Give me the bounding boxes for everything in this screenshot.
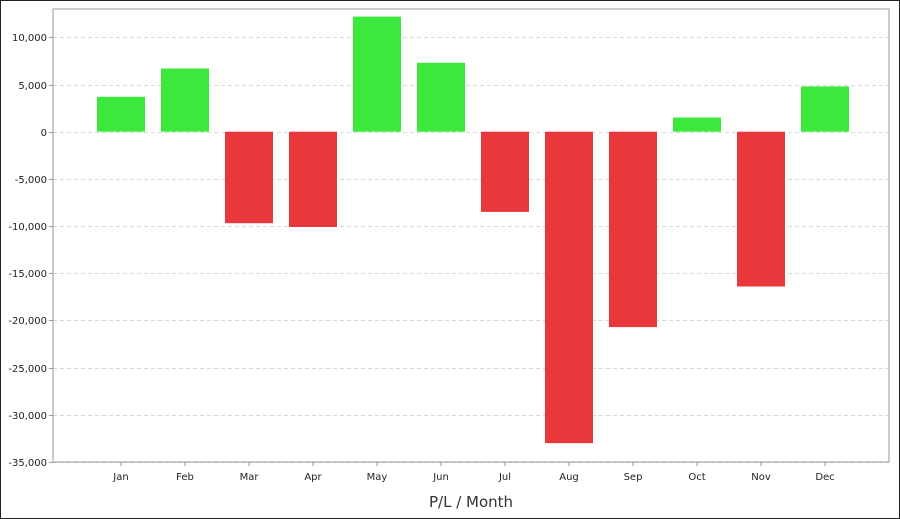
x-tick-label: Sep	[624, 472, 643, 483]
bar-may	[353, 16, 401, 132]
y-tick-label: -20,000	[8, 316, 47, 327]
x-tick-label: Jul	[498, 472, 511, 483]
x-axis-labels: Jan Feb Mar Apr May Jun Jul Aug Sep Oct Nov Dec	[112, 462, 835, 483]
y-tick-label: -10,000	[8, 222, 47, 233]
bar-feb	[161, 68, 209, 132]
bar-dec	[801, 86, 849, 132]
bar-jul	[481, 131, 529, 212]
bar-oct	[673, 117, 721, 132]
bar-jan	[97, 96, 145, 132]
y-tick-label: 10,000	[12, 33, 47, 44]
y-tick-label: -35,000	[8, 458, 47, 469]
bar-nov	[737, 131, 785, 287]
x-tick-label: Apr	[304, 472, 322, 483]
bar-jun	[417, 62, 465, 132]
bar-sep	[609, 131, 657, 328]
x-tick-label: May	[367, 472, 388, 483]
x-tick-label: Oct	[688, 472, 705, 483]
x-tick-label: Feb	[176, 472, 194, 483]
x-tick-label: Jun	[432, 472, 449, 483]
x-tick-label: Jan	[112, 472, 128, 483]
y-tick-label: 0	[41, 128, 47, 139]
bar-apr	[289, 131, 337, 227]
x-tick-label: Aug	[559, 472, 579, 483]
y-axis-ticks: 10,000 5,000 0 -5,000 -10,000 -15,000 -20,000 -…	[8, 33, 53, 469]
plot-area-border	[52, 8, 890, 463]
y-tick-label: -15,000	[8, 269, 47, 280]
bar-mar	[225, 131, 273, 224]
x-tick-label: Mar	[240, 472, 260, 483]
y-tick-label: -5,000	[15, 175, 47, 186]
x-axis-title: P/L / Month	[429, 493, 513, 511]
x-tick-label: Nov	[751, 472, 771, 483]
y-tick-label: 5,000	[18, 81, 47, 92]
bars	[97, 16, 849, 444]
y-tick-label: -30,000	[8, 411, 47, 422]
y-tick-label: -25,000	[8, 364, 47, 375]
bar-aug	[545, 131, 593, 444]
x-tick-label: Dec	[815, 472, 834, 483]
